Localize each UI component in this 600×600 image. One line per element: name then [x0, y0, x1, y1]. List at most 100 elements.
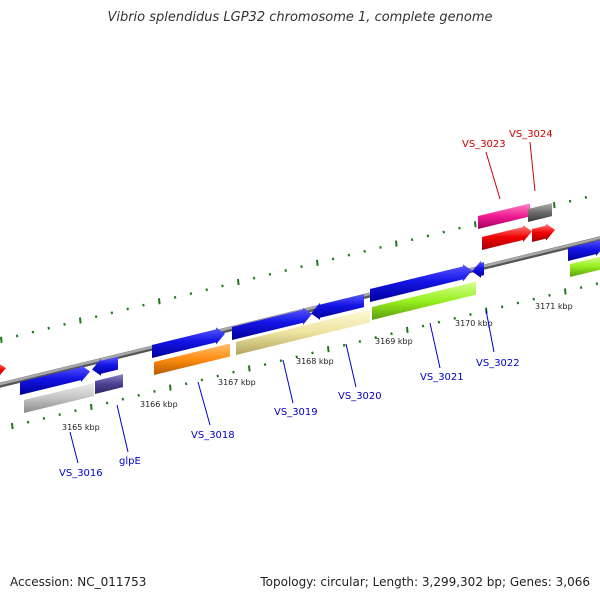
gene-label-vs3018: VS_3018 — [191, 430, 235, 441]
tick-mark — [221, 284, 224, 288]
leader-vs3022 — [485, 309, 495, 353]
tick-mark — [31, 330, 35, 334]
tick-mark — [568, 199, 572, 203]
tick-mark — [316, 259, 319, 266]
tick-mark — [74, 409, 77, 413]
gene-label-vs3024: VS_3024 — [509, 129, 553, 140]
tick-mark — [311, 351, 314, 355]
upper-tick-track — [0, 195, 588, 343]
gene-vs3016 — [20, 365, 90, 395]
gene-tracks — [0, 203, 600, 413]
tick-mark — [300, 265, 303, 269]
leader-vs3019 — [282, 359, 294, 404]
tick-mark — [579, 286, 583, 290]
scale-label-3169: 3169 kbp — [375, 337, 413, 346]
gene-edge-left — [0, 364, 6, 375]
leader-vs3023 — [485, 151, 501, 200]
tick-mark — [58, 413, 61, 416]
gene-vs3019 — [232, 307, 312, 340]
gene-edge-right — [568, 239, 600, 261]
tick-mark — [121, 397, 125, 401]
tick-mark — [374, 336, 377, 340]
tick-mark — [252, 276, 256, 280]
tick-mark — [295, 355, 298, 359]
tick-mark — [184, 382, 188, 386]
tick-mark — [137, 393, 140, 397]
gene-vs3020 — [311, 294, 364, 320]
tick-mark — [42, 416, 46, 420]
tick-mark — [442, 230, 445, 234]
gene-label-vs3022: VS_3022 — [476, 358, 520, 369]
tick-mark — [358, 339, 362, 343]
tick-mark — [26, 420, 30, 424]
gene-vs3021 — [370, 264, 472, 302]
tick-mark — [595, 282, 599, 286]
tick-mark — [11, 422, 14, 430]
tick-mark — [453, 316, 456, 320]
scale-label-3167: 3167 kbp — [218, 378, 256, 387]
tick-mark — [469, 313, 472, 316]
tick-mark — [426, 234, 430, 238]
scale-labels: 3165 kbp 3166 kbp 3167 kbp 3168 kbp 3169… — [62, 302, 573, 432]
tick-mark — [189, 292, 193, 296]
tick-mark — [216, 374, 219, 378]
tick-mark — [15, 334, 19, 338]
cog-band-vs3018 — [154, 343, 230, 375]
gene-label-vs3016: VS_3016 — [59, 468, 103, 479]
tick-mark — [47, 326, 50, 330]
tick-mark — [564, 288, 567, 295]
scale-label-3171: 3171 kbp — [535, 302, 573, 311]
tick-mark — [248, 365, 251, 372]
gene-label-vs3023: VS_3023 — [462, 139, 506, 150]
tick-mark — [421, 324, 425, 328]
leader-vs3021 — [429, 322, 441, 369]
tick-mark — [584, 195, 588, 199]
tick-mark — [200, 378, 204, 382]
scale-label-3168: 3168 kbp — [296, 357, 334, 366]
tick-mark — [173, 295, 177, 299]
tick-mark — [63, 322, 66, 326]
tick-mark — [474, 221, 477, 228]
tick-mark — [237, 278, 240, 286]
tick-mark — [347, 253, 351, 257]
cog-band-glpe — [95, 374, 123, 394]
tick-mark — [263, 363, 267, 366]
tick-mark — [327, 346, 330, 353]
gene-vs3022 — [472, 260, 484, 278]
leader-vs3024 — [529, 141, 536, 192]
tick-mark — [79, 317, 82, 324]
tick-mark — [390, 332, 393, 336]
leader-vs3018 — [197, 381, 211, 426]
tick-mark — [437, 320, 441, 324]
tick-mark — [0, 336, 3, 343]
cog-band-edge-right — [570, 256, 600, 277]
tick-mark — [458, 226, 461, 230]
leader-vs3020 — [345, 343, 357, 388]
tick-mark — [548, 293, 551, 297]
tick-mark — [110, 311, 114, 315]
gene-vs3023-cog — [482, 225, 532, 250]
scale-label-3170: 3170 kbp — [455, 319, 493, 328]
map-title: Vibrio splendidus LGP32 chromosome 1, co… — [107, 10, 493, 25]
tick-mark — [158, 298, 161, 305]
tick-mark — [284, 269, 287, 272]
tick-mark — [553, 202, 556, 209]
gene-leaders — [69, 141, 536, 464]
tick-mark — [153, 390, 156, 393]
tick-mark — [105, 401, 109, 405]
tick-mark — [169, 384, 172, 391]
leader-glpe — [116, 404, 129, 453]
scale-label-3166: 3166 kbp — [140, 400, 178, 409]
tick-mark — [342, 343, 346, 347]
tick-mark — [516, 301, 520, 305]
gene-label-vs3021: VS_3021 — [420, 372, 464, 383]
tick-mark — [406, 326, 409, 333]
tick-mark — [532, 297, 535, 301]
gene-label-glpe: glpE — [119, 456, 141, 467]
tick-mark — [363, 249, 366, 253]
scale-label-3165: 3165 kbp — [62, 423, 100, 432]
gene-label-vs3019: VS_3019 — [274, 407, 318, 418]
tick-mark — [232, 370, 235, 374]
tick-mark — [410, 238, 414, 242]
tick-mark — [205, 288, 208, 292]
